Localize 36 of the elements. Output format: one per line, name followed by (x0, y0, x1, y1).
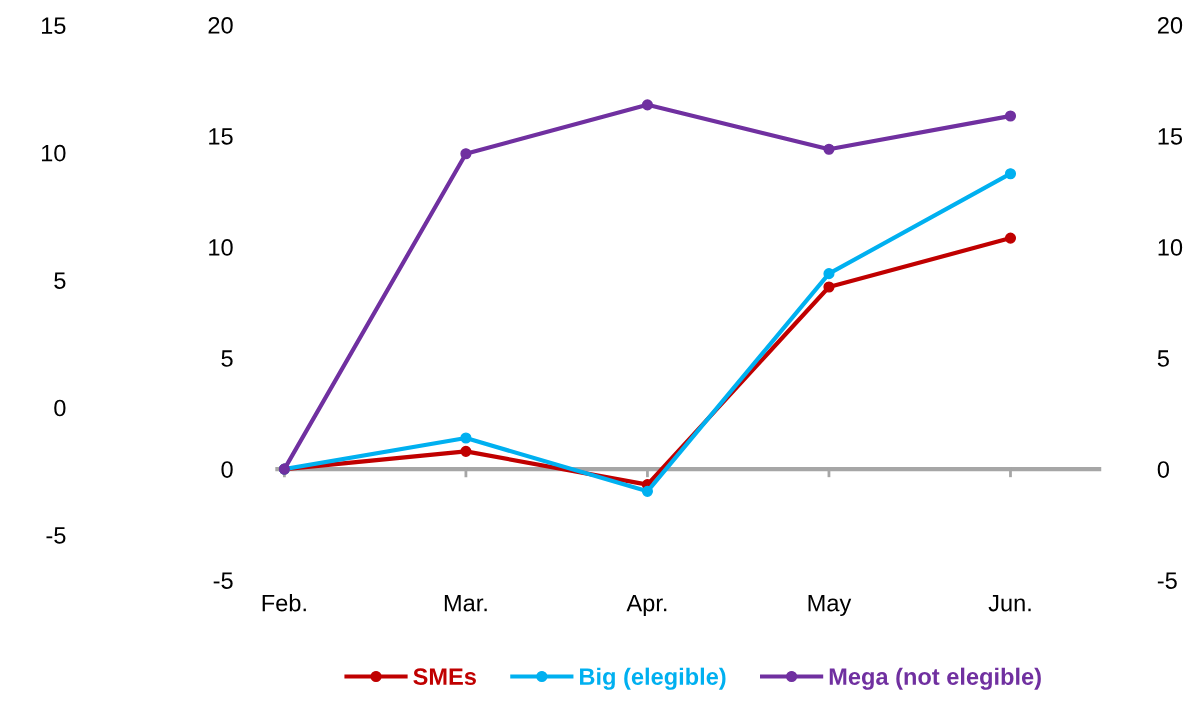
y-tick-label: -5 (213, 572, 233, 589)
y3-tick-label: 0 (54, 399, 66, 417)
y-tick-label: 5 (221, 350, 233, 367)
y2-tick-label: 10 (1158, 239, 1183, 256)
point (460, 432, 472, 444)
y2-tick-label: 15 (1158, 128, 1183, 145)
y2-tick-label: -5 (1157, 572, 1177, 589)
legend-label: Mega (not elegible) (829, 667, 1041, 690)
y-tick-label: 20 (208, 16, 233, 34)
point (641, 485, 653, 497)
y2-tick-label: 0 (1157, 461, 1169, 478)
x-tick-label: Jun. (988, 594, 1031, 612)
y2-tick-label: 5 (1157, 350, 1169, 367)
point (1004, 110, 1017, 122)
y3-tick-label: -5 (46, 527, 66, 544)
point (460, 445, 472, 457)
point (823, 281, 835, 293)
legend-label: Big (elegible) (580, 667, 726, 690)
legend-label: SMEs (413, 668, 476, 685)
point (460, 148, 472, 160)
point (641, 99, 653, 111)
x-tick-label: Apr. (626, 594, 667, 617)
y-tick-label: 0 (221, 461, 233, 478)
y3-tick-label: 10 (41, 144, 66, 162)
point (1004, 168, 1017, 180)
point (823, 143, 835, 155)
y3-tick-label: 15 (41, 17, 66, 35)
y3-tick-label: 5 (54, 272, 66, 289)
x-tick-label: Feb. (262, 594, 306, 612)
y2-tick-label: 20 (1157, 16, 1183, 34)
point (1004, 232, 1017, 244)
y-tick-label: 15 (209, 128, 233, 145)
x-tick-label: May (808, 594, 852, 617)
point (823, 268, 835, 280)
x-tick-label: Mar. (444, 594, 487, 612)
y-tick-label: 10 (209, 239, 233, 256)
